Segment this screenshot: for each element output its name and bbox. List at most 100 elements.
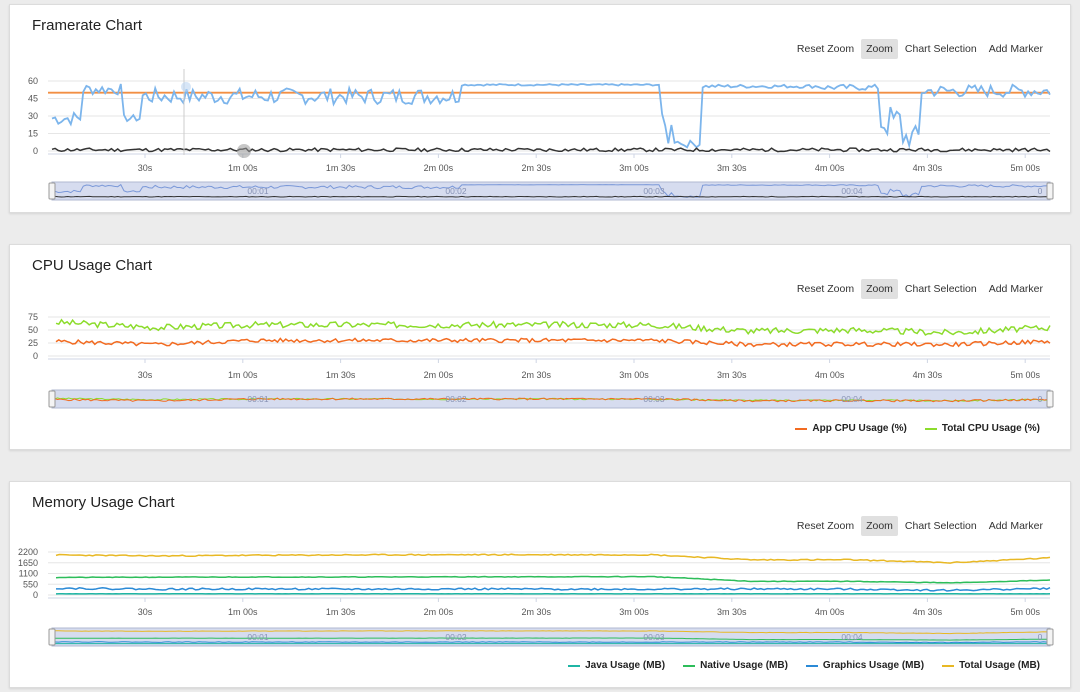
x-tick-label: 4m 00s [815,370,845,380]
navigator-right-handle[interactable] [1046,390,1054,408]
chart-toolbar: Reset Zoom Zoom Chart Selection Add Mark… [792,516,1048,536]
framerate-chart[interactable]: 60 45 30 15 0 30s 1m 00s 1m 30s 2m 00s 2m 30s 3m 0… [10,5,1072,214]
y-tick-label: 75 [28,312,38,322]
x-tick-label: 30s [138,370,153,380]
x-tick-label: 5m 00s [1010,370,1040,380]
navigator-time-label: 00:01 [247,186,269,196]
chart-selection-button[interactable]: Chart Selection [904,43,977,55]
x-tick-label: 1m 30s [326,163,356,173]
legend-item[interactable]: Java Usage (MB) [568,660,665,671]
x-tick-label: 2m 00s [424,370,454,380]
memory-legend: Java Usage (MB) Native Usage (MB) Graphics… [568,660,1040,671]
legend-item[interactable]: Graphics Usage (MB) [805,660,924,671]
legend-swatch [805,664,818,667]
legend-item[interactable]: Total CPU Usage (%) [924,423,1040,434]
x-tick-label: 2m 30s [521,163,551,173]
x-tick-label: 3m 00s [619,607,649,617]
y-tick-label: 0 [33,351,38,361]
x-tick-label: 30s [138,163,153,173]
y-tick-label: 550 [23,579,38,589]
graphics-usage-series-line [56,586,1051,592]
legend-item[interactable]: App CPU Usage (%) [795,423,907,434]
x-tick-label: 3m 30s [717,163,747,173]
navigator-series-line [52,641,1051,644]
x-tick-label: 1m 30s [326,370,356,380]
reset-zoom-button[interactable]: Reset Zoom [796,43,855,55]
navigator-time-label: 00:02 [445,186,467,196]
x-tick-label: 2m 30s [521,607,551,617]
x-tick-label: 30s [138,607,153,617]
x-tick-label: 2m 00s [424,607,454,617]
total-usage-series-line [55,553,1051,564]
navigator-time-label: 0 [1038,632,1043,642]
total-cpu-series-line [55,318,1051,336]
app-cpu-series-line [55,337,1051,348]
y-tick-label: 0 [33,590,38,600]
y-tick-label: 30 [28,111,38,121]
hover-point-marker [181,81,191,92]
zoom-button[interactable]: Zoom [861,279,898,299]
chart-selection-button[interactable]: Chart Selection [904,283,977,295]
x-tick-label: 3m 00s [619,370,649,380]
chart-selection-button[interactable]: Chart Selection [904,520,977,532]
y-tick-label: 50 [28,325,38,335]
x-tick-label: 1m 00s [228,607,258,617]
framerate-panel: Framerate Chart Reset Zoom Zoom Chart Se… [9,4,1071,213]
navigator-series-line [51,183,1051,198]
zoom-button[interactable]: Zoom [861,39,898,59]
navigator-series-line [51,397,1051,403]
navigator-time-label: 00:02 [445,632,467,642]
cpu-chart[interactable]: 75 50 25 0 30s 1m 00s 1m 30s 2m 00s 2m 30s 3m 00s… [10,245,1072,451]
reset-zoom-button[interactable]: Reset Zoom [796,520,855,532]
x-tick-label: 4m 30s [913,607,943,617]
x-tick-label: 1m 00s [228,370,258,380]
zoom-button[interactable]: Zoom [861,516,898,536]
y-tick-label: 2200 [18,547,38,557]
x-tick-label: 4m 30s [913,163,943,173]
x-tick-label: 3m 30s [717,370,747,380]
x-tick-label: 5m 00s [1010,163,1040,173]
navigator-series-line [51,195,1051,198]
add-marker-button[interactable]: Add Marker [988,43,1043,55]
x-tick-label: 2m 00s [424,163,454,173]
legend-item[interactable]: Total Usage (MB) [942,660,1040,671]
navigator-series-line [51,630,1051,635]
navigator-right-handle[interactable] [1046,182,1054,200]
legend-item[interactable]: Native Usage (MB) [683,660,788,671]
x-tick-label: 5m 00s [1010,607,1040,617]
navigator-time-label: 00:04 [841,186,863,196]
add-marker-button[interactable]: Add Marker [988,520,1043,532]
navigator-series-line [51,637,1051,641]
add-marker-button[interactable]: Add Marker [988,283,1043,295]
navigator-left-handle[interactable] [48,182,56,200]
navigator-right-handle[interactable] [1046,628,1054,646]
x-tick-label: 2m 30s [521,370,551,380]
legend-swatch [795,427,808,430]
fps-series-line [51,82,1051,150]
y-tick-label: 0 [33,146,38,156]
panel-title: CPU Usage Chart [32,257,153,274]
x-tick-label: 4m 00s [815,163,845,173]
navigator-left-handle[interactable] [48,628,56,646]
legend-label: Java Usage (MB) [585,660,666,671]
navigator-time-label: 00:03 [643,394,665,404]
jank-series-line [51,147,1051,153]
legend-swatch [942,664,955,667]
x-tick-label: 3m 00s [619,163,649,173]
navigator-time-label: 00:01 [247,394,269,404]
y-tick-label: 60 [28,76,38,86]
navigator-time-label: 0 [1038,186,1043,196]
navigator-time-label: 00:04 [841,394,863,404]
navigator-left-handle[interactable] [48,390,56,408]
chart-toolbar: Reset Zoom Zoom Chart Selection Add Mark… [792,279,1048,299]
navigator-time-label: 00:01 [247,632,269,642]
panel-title: Memory Usage Chart [32,494,175,511]
navigator-time-label: 00:03 [643,632,665,642]
navigator-time-label: 00:02 [445,394,467,404]
x-tick-label: 1m 30s [326,607,356,617]
hover-point-marker [237,144,251,158]
reset-zoom-button[interactable]: Reset Zoom [796,283,855,295]
legend-swatch [683,664,696,667]
x-tick-label: 1m 00s [228,163,258,173]
